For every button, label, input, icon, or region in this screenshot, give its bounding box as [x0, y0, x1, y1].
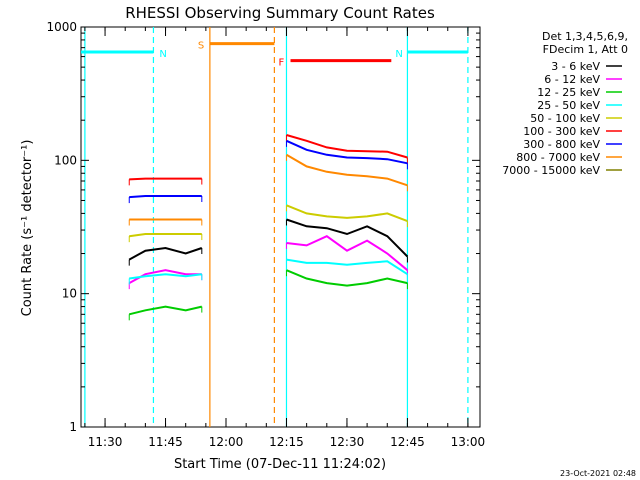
y-tick-label: 1: [69, 420, 77, 434]
y-tick-label: 1000: [46, 20, 77, 34]
x-tick-label: 11:30: [88, 435, 123, 449]
y-tick-label: 10: [62, 287, 77, 301]
legend-entry: 7000 - 15000 keV: [502, 164, 600, 177]
series-line: [129, 195, 202, 199]
series-line: [286, 269, 408, 287]
series-line: [286, 218, 409, 258]
chart-title: RHESSI Observing Summary Count Rates: [125, 4, 435, 22]
annotation-label: N: [395, 49, 402, 60]
series-line: [286, 139, 408, 165]
x-tick-label: 11:45: [148, 435, 183, 449]
x-axis-label: Start Time (07-Dec-11 11:24:02): [174, 457, 386, 472]
series-line: [286, 204, 408, 223]
legend-entry: 50 - 100 keV: [530, 112, 600, 125]
y-tick-label: 100: [54, 153, 77, 167]
series-line: [129, 273, 202, 280]
legend-entry: 800 - 7000 keV: [516, 151, 600, 164]
y-axis-label: Count Rate (s⁻¹ detector⁻¹): [20, 140, 35, 317]
legend-entry: 300 - 800 keV: [523, 138, 600, 151]
series-line: [128, 305, 203, 316]
legend-title: FDecim 1, Att 0: [543, 43, 628, 56]
plot-area: N N S F: [80, 26, 481, 428]
plot-frame: [80, 26, 481, 428]
footer-timestamp: 23-Oct-2021 02:48: [560, 469, 636, 478]
x-tick-label: 12:30: [330, 435, 365, 449]
y-axis: 1 10 100 1000: [46, 20, 480, 434]
x-tick-label: 12:00: [209, 435, 244, 449]
series-line: [286, 153, 408, 187]
series-line: [286, 134, 408, 159]
annotation-label: N: [159, 49, 166, 60]
legend-entry: 100 - 300 keV: [523, 125, 600, 138]
legend: Det 1,3,4,5,6,9,FDecim 1, Att 0 3 - 6 keV…: [502, 30, 628, 177]
series-line: [128, 246, 203, 261]
series-line: [129, 177, 202, 181]
x-axis: 11:30 11:45 12:00 12:15 12:30 12:45 13:00: [84, 27, 486, 449]
legend-title: Det 1,3,4,5,6,9,: [542, 30, 628, 43]
legend-entry: 3 - 6 keV: [551, 60, 600, 73]
annotation-label: F: [279, 58, 285, 69]
series-line: [286, 258, 408, 276]
legend-entry: 12 - 25 keV: [537, 86, 600, 99]
series-line: [286, 235, 409, 271]
annotation-label: S: [198, 41, 204, 52]
series-line: [129, 233, 202, 238]
x-tick-label: 12:15: [269, 435, 304, 449]
legend-entry: 25 - 50 keV: [537, 99, 600, 112]
x-tick-label: 13:00: [451, 435, 486, 449]
x-tick-label: 12:45: [390, 435, 425, 449]
legend-entry: 6 - 12 keV: [544, 73, 600, 86]
